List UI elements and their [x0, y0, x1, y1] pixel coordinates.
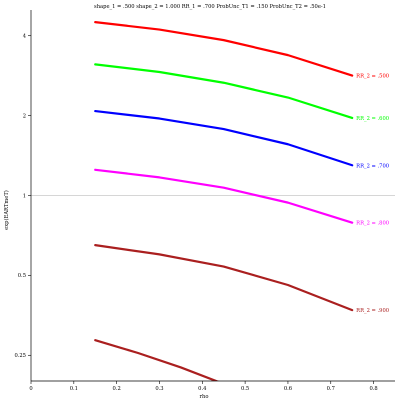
series-line-4: [94, 244, 354, 312]
series-line-5: [94, 339, 220, 381]
x-tick-label: 0: [29, 386, 32, 392]
series-label-0: RR_2 = .500: [356, 74, 389, 80]
series-label-4: RR_2 = .900: [356, 308, 389, 314]
x-tick-label: 0.3: [155, 386, 163, 392]
series-line-1: [94, 63, 354, 120]
y-tick-label: 1: [23, 193, 26, 199]
series-label-2: RR_2 = .700: [356, 163, 389, 169]
x-tick-label: 0.5: [241, 386, 249, 392]
x-tick-label: 0.2: [113, 386, 121, 392]
series-line-3: [94, 168, 354, 224]
series-label-1: RR_2 = .600: [356, 116, 389, 122]
x-tick-label: 0.1: [70, 386, 78, 392]
y-tick-label: 0.25: [14, 353, 26, 359]
series-line-2: [94, 109, 354, 167]
y-axis-label: exp(EARTmeT): [3, 190, 10, 230]
chart-title: shape_1 = .500 shape_2 = 1.000 RR_1 = .7…: [94, 4, 326, 10]
y-tick-label: 2: [23, 113, 26, 119]
y-tick-label: 0.5: [18, 273, 26, 279]
series-line-0: [94, 21, 354, 77]
y-tick-label: 4: [23, 34, 27, 40]
x-axis-label: rho: [200, 394, 209, 400]
x-tick-label: 0.8: [369, 386, 377, 392]
series-label-3: RR_2 = .800: [356, 221, 389, 227]
x-tick-label: 0.6: [284, 386, 292, 392]
x-tick-label: 0.4: [198, 386, 207, 392]
x-tick-label: 0.7: [327, 386, 335, 392]
